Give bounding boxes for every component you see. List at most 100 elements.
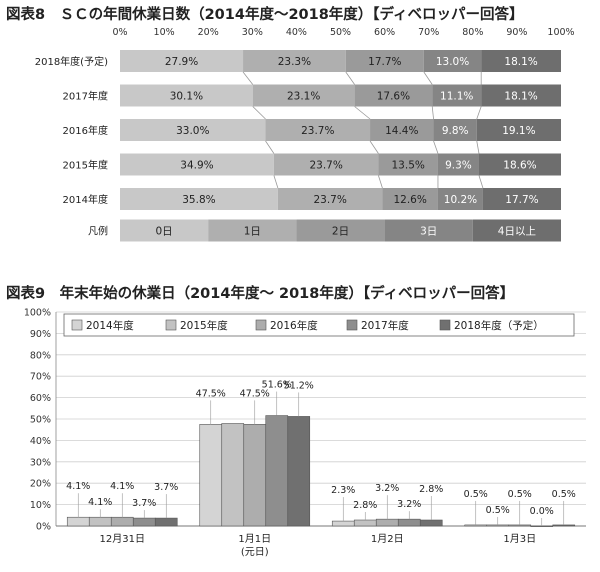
bar-segment [243,50,346,72]
bar [66,516,90,527]
x-category-label: 1月2日 [371,533,404,545]
legend-swatch [120,219,209,242]
bar [243,424,267,527]
data-label: 27.9% [165,56,198,68]
data-label: 35.8% [182,194,215,206]
bar-segment [120,153,274,176]
data-label: 3.2% [397,499,421,510]
x-tick-label: 30% [242,27,263,38]
data-label: 17.7% [505,194,538,206]
data-label: 3.2% [375,483,399,494]
y-tick-label: 70% [30,372,51,383]
bar [464,524,488,527]
data-label: 13.5% [392,160,425,172]
legend-label: 2014年度 [86,319,134,332]
chart1-title: 図表8 ＳＣの年間休業日数（2014年度～2018年度）【ディベロッパー回答】 [6,7,524,23]
legend-label: 2015年度 [180,319,228,332]
bar [221,423,245,527]
data-label: 0.5% [508,489,532,500]
data-label: 13.0% [436,56,469,68]
data-label: 3.7% [132,498,156,509]
data-label: 47.5% [196,388,226,399]
x-tick-label: 100% [547,27,574,38]
data-label: 47.5% [240,388,270,399]
x-category-label: (元日) [241,547,269,558]
data-label: 33.0% [176,125,209,137]
x-category-label: 12月31日 [100,533,145,545]
bar-segment [120,188,278,210]
connector-line [252,106,266,120]
bar [88,516,112,527]
category-label: 2017年度 [63,90,108,103]
data-label: 0.5% [486,505,510,516]
bar-segment [378,153,438,176]
data-label: 0.5% [552,489,576,500]
category-label: 2014年度 [63,193,108,206]
data-label: 30.1% [170,91,203,103]
data-label: 2.3% [331,485,355,496]
connector-line [433,140,439,154]
bar-segment [265,119,371,141]
data-label: 18.1% [504,91,537,103]
bar-segment [482,188,561,210]
data-label: 9.3% [445,160,472,172]
bar [486,524,510,527]
data-label: 2.8% [353,500,377,511]
bar [353,519,377,527]
y-tick-label: 40% [30,436,51,447]
y-tick-label: 30% [30,457,51,468]
bar-segment [120,84,253,107]
data-label: 34.9% [180,160,213,172]
connector-line [345,71,355,85]
x-tick-label: 10% [154,27,175,38]
bar-segment [423,50,482,72]
data-label: 18.6% [503,160,536,172]
bar-segment [354,84,433,107]
data-label: 12.6% [393,194,426,206]
bar-segment [478,153,561,176]
bar-segment [476,119,561,141]
legend-swatch [71,319,83,331]
data-label: 14.4% [385,125,418,137]
legend-label: 2日 [332,226,349,238]
connector-line [431,106,434,120]
category-label: 2016年度 [63,124,108,137]
data-label: 19.1% [502,125,535,137]
data-label: 9.8% [442,125,469,137]
y-tick-label: 50% [30,415,51,426]
category-label: 2018年度(予定) [35,55,108,68]
bar [287,416,311,527]
y-tick-label: 0% [36,522,51,533]
connector-line [265,140,275,154]
x-tick-label: 90% [506,27,527,38]
data-label: 4.1% [66,481,90,492]
data-label: 10.2% [444,194,477,206]
x-category-label: 1月1日 [238,533,271,545]
connector-line [478,175,484,189]
bar [397,518,421,527]
bar [375,518,399,527]
legend-row-label: 凡例 [88,225,108,238]
connector-line [354,106,371,120]
data-label: 11.1% [440,91,473,103]
bar [508,524,532,527]
y-tick-label: 20% [30,479,51,490]
legend-label: 2017年度 [361,319,409,332]
x-category-label: 1月3日 [503,533,536,545]
data-label: 51.6% [262,380,292,391]
legend-label: 0日 [156,226,173,238]
x-tick-label: 60% [374,27,395,38]
chart2-title: 図表9 年末年始の休業日（2014年度～ 2018年度）【ディベロッパー回答】 [6,286,515,302]
bar-segment [120,50,244,72]
legend-label: 2016年度 [270,319,318,332]
bar [530,525,554,527]
bar [154,517,178,527]
category-label: 2015年度 [63,159,108,172]
data-label: 51.2% [284,380,314,391]
data-label: 23.3% [278,56,311,68]
connector-line [423,71,433,85]
bar-segment [252,84,355,107]
bar-segment [277,188,383,210]
bar [199,424,223,527]
